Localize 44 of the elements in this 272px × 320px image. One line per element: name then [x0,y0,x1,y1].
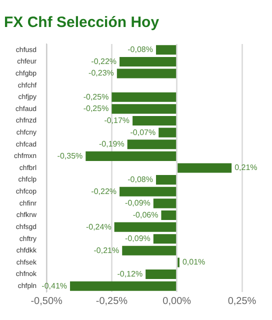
data-label: -0,08% [128,45,154,54]
bar [156,45,176,55]
bar [127,140,176,150]
bar [112,104,176,114]
data-label: -0,07% [130,128,156,137]
bar [153,234,176,244]
data-label: -0,06% [132,210,158,220]
bar [146,270,176,280]
bar [114,222,176,232]
data-label: -0,23% [88,68,114,78]
data-label: -0,22% [91,186,117,196]
bar [116,68,176,78]
x-tick-label: 0,00% [162,296,192,307]
bar [120,56,176,66]
x-tick-label: -0,50% [30,296,63,307]
data-label: -0,21% [94,246,120,255]
data-label: -0,25% [83,92,109,102]
bar [120,186,176,196]
bar [156,175,176,185]
data-label: -0,09% [125,234,150,244]
data-label: -0,41% [42,281,68,290]
data-label: -0,09% [125,198,150,208]
data-label: -0,19% [98,140,124,149]
data-label: -0,17% [104,116,130,125]
chart-title: FX Chf Selección Hoy [4,14,160,32]
bar [178,163,232,173]
bar [153,198,176,208]
data-label: 0,01% [182,258,206,267]
data-label: -0,25% [83,104,109,114]
data-label: -0,22% [91,56,117,66]
bar [112,92,176,102]
x-tick-label: -0,25% [96,296,128,307]
bar [132,116,176,126]
bar [161,210,176,220]
bar [122,246,176,256]
data-label: 0,21% [234,163,258,172]
data-label: -0,24% [86,222,112,232]
bar [158,128,176,138]
data-label: -0,35% [57,151,83,160]
data-label: -0,08% [128,175,154,184]
bar [86,151,176,161]
bar [70,281,176,291]
x-tick-label: 0,25% [228,296,256,307]
data-label: -0,12% [117,269,143,278]
